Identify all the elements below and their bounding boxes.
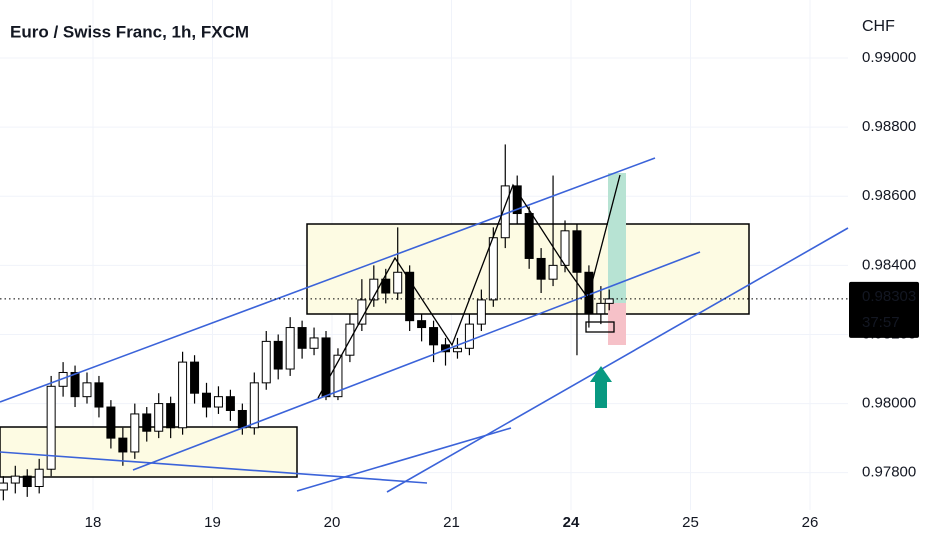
arrow <box>590 366 612 408</box>
candle-body <box>237 409 247 429</box>
candle-body <box>333 354 343 398</box>
trend-line <box>386 227 849 493</box>
candle-body <box>10 475 20 484</box>
candle-body <box>596 302 606 315</box>
candle-body <box>536 257 546 280</box>
candle-body <box>548 264 558 280</box>
candle-body <box>166 403 176 429</box>
entry-box <box>585 321 615 333</box>
candle-body <box>106 406 116 439</box>
candle-body <box>464 323 474 349</box>
stop-zone <box>608 303 626 345</box>
candle-body <box>0 482 8 491</box>
candle-body <box>70 371 80 398</box>
candle-body <box>213 396 223 408</box>
axes: 0.978000.980000.982000.984000.986000.988… <box>85 49 919 531</box>
x-tick-label: 26 <box>802 514 819 531</box>
candle-body <box>130 413 140 453</box>
candle-body <box>154 403 164 432</box>
candle-body <box>381 278 391 294</box>
trend-line <box>132 251 701 471</box>
candle-body <box>225 396 235 411</box>
candle-body <box>524 213 534 259</box>
candle-body <box>261 340 271 384</box>
y-tick-label: 0.98600 <box>862 187 916 204</box>
candle-body <box>22 475 32 488</box>
candle-body <box>202 392 212 408</box>
candle-body <box>393 271 403 294</box>
candle-body <box>604 298 614 304</box>
candle-body <box>297 327 307 349</box>
candle-body <box>273 340 283 370</box>
y-tick-label: 0.98800 <box>862 118 916 135</box>
x-tick-label: 25 <box>682 514 699 531</box>
candle-body <box>429 327 439 346</box>
x-tick-label: 20 <box>324 514 341 531</box>
candle-body <box>34 468 44 488</box>
price-label: 0.98303 <box>862 288 916 305</box>
x-tick-label: 18 <box>85 514 102 531</box>
candle-body <box>118 437 128 453</box>
candle-body <box>417 320 427 329</box>
x-tick-label: 19 <box>204 514 221 531</box>
candle-body <box>488 237 498 301</box>
candle-body <box>452 347 462 353</box>
candle-body <box>94 382 104 408</box>
candle-body <box>142 413 152 432</box>
x-tick-label: 24 <box>563 514 580 531</box>
candle-body <box>572 230 582 273</box>
candle-body <box>309 337 319 349</box>
y-tick-label: 0.98400 <box>862 256 916 273</box>
trend-line <box>0 157 656 403</box>
candles <box>0 144 614 501</box>
countdown-label: 37:57 <box>862 314 900 331</box>
candle-body <box>190 361 200 394</box>
candle-body <box>249 382 259 429</box>
candle-body <box>512 185 522 215</box>
y-tick-label: 0.98000 <box>862 395 916 412</box>
pattern-line <box>317 174 621 399</box>
zone-box <box>0 426 298 478</box>
candle-body <box>285 327 295 370</box>
candle-body <box>178 361 188 429</box>
y-axis-label: CHF <box>862 18 895 35</box>
candle-body <box>405 271 415 322</box>
trend-lines <box>0 157 849 493</box>
trend-line <box>296 427 512 492</box>
candle-body <box>46 385 56 470</box>
price-label-box <box>849 281 919 338</box>
y-tick-label: 0.99000 <box>862 49 916 66</box>
x-tick-label: 21 <box>443 514 460 531</box>
trend-line <box>0 451 428 484</box>
candle-body <box>476 299 486 325</box>
candle-body <box>82 382 92 398</box>
y-tick-label: 0.97800 <box>862 464 916 481</box>
chart-title: Euro / Swiss Franc, 1h, FXCM <box>10 22 249 41</box>
candle-body <box>321 337 331 398</box>
